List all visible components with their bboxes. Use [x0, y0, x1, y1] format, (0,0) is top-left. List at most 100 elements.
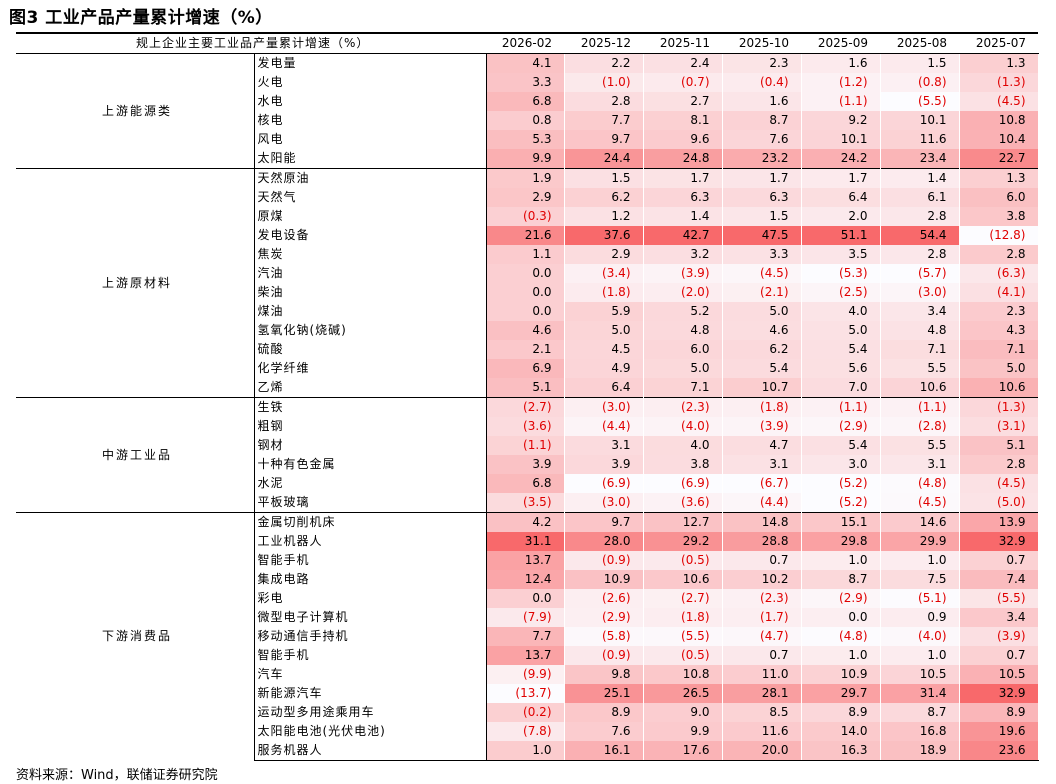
value-cell: 4.0	[801, 302, 881, 321]
value-cell: 18.9	[880, 741, 960, 761]
value-cell: 3.3	[722, 245, 802, 264]
value-cell: (1.0)	[564, 73, 644, 92]
table-row: 硫酸 2.1 4.5 6.0 6.2 5.4 7.1 7.1	[16, 340, 1039, 359]
value-cell: 3.1	[564, 436, 644, 455]
value-cell: 0.8	[486, 111, 565, 130]
value-cell: 54.4	[880, 226, 960, 245]
value-cell: 9.7	[564, 130, 644, 149]
value-cell: 29.7	[801, 684, 881, 703]
value-cell: 12.4	[486, 570, 565, 589]
value-cell: 23.6	[959, 741, 1039, 761]
value-cell: 10.8	[643, 665, 723, 684]
value-cell: 7.6	[564, 722, 644, 741]
value-cell: (5.2)	[801, 493, 881, 513]
item-name: 移动通信手持机	[254, 627, 487, 646]
value-cell: 28.1	[722, 684, 802, 703]
value-cell: (7.9)	[486, 608, 565, 627]
table-row: 新能源汽车 (13.7) 25.1 26.5 28.1 29.7 31.4 32.9	[16, 684, 1039, 703]
value-cell: 2.8	[564, 92, 644, 111]
value-cell: 29.2	[643, 532, 723, 551]
item-name: 氢氧化钠(烧碱)	[254, 321, 487, 340]
value-cell: 10.4	[959, 130, 1039, 149]
item-name: 集成电路	[254, 570, 487, 589]
table-body: 上游能源类 发电量 4.1 2.2 2.4 2.3 1.6 1.5 1.3 火电 3.3 (1.0)(…	[16, 53, 1039, 761]
item-name: 运动型多用途乘用车	[254, 703, 487, 722]
value-cell: 5.0	[959, 359, 1039, 378]
table-row: 服务机器人 1.0 16.1 17.6 20.0 16.3 18.9 23.6	[16, 741, 1039, 761]
col-header: 2025-08	[880, 33, 959, 54]
value-cell: (5.7)	[880, 264, 960, 283]
value-cell: 8.9	[801, 703, 881, 722]
table-row: 汽油 0.0 (3.4) (3.9) (4.5) (5.3) (5.7) (6.3)	[16, 264, 1039, 283]
value-cell: 8.7	[801, 570, 881, 589]
value-cell: 13.7	[486, 646, 565, 665]
value-cell: (2.6)	[564, 589, 644, 608]
table-row: 集成电路 12.4 10.9 10.6 10.2 8.7 7.5 7.4	[16, 570, 1039, 589]
value-cell: 32.9	[959, 684, 1039, 703]
value-cell: 11.6	[722, 722, 802, 741]
value-cell: 7.6	[722, 130, 802, 149]
table-row: 太阳能电池(光伏电池) (7.8) 7.6 9.9 11.6 14.0 16.8 19.6	[16, 722, 1039, 741]
value-cell: (3.5)	[486, 493, 565, 513]
table-row: 化学纤维 6.9 4.9 5.0 5.4 5.6 5.5 5.0	[16, 359, 1039, 378]
item-name: 钢材	[254, 436, 487, 455]
value-cell: 1.2	[564, 207, 644, 226]
value-cell: 10.2	[722, 570, 802, 589]
value-cell: (6.9)	[564, 474, 644, 493]
value-cell: (2.9)	[801, 589, 881, 608]
value-cell: 8.7	[722, 111, 802, 130]
value-cell: (2.1)	[722, 283, 802, 302]
value-cell: 23.2	[722, 149, 802, 169]
value-cell: 9.0	[643, 703, 723, 722]
value-cell: 1.9	[486, 168, 565, 188]
value-cell: 2.8	[959, 455, 1039, 474]
item-name: 水泥	[254, 474, 487, 493]
value-cell: (0.9)	[564, 646, 644, 665]
value-cell: 1.1	[486, 245, 565, 264]
category-label: 上游能源类	[16, 53, 255, 169]
value-cell: 13.7	[486, 551, 565, 570]
table-row: 乙烯 5.1 6.4 7.1 10.7 7.0 10.6 10.6	[16, 378, 1039, 398]
value-cell: (3.0)	[880, 283, 960, 302]
value-cell: 6.0	[643, 340, 723, 359]
figure-title: 图3 工业产品产量累计增速（%）	[9, 8, 273, 28]
value-cell: 16.3	[801, 741, 881, 761]
table-row: 发电设备 21.6 37.6 42.7 47.5 51.1 54.4 (12.8)	[16, 226, 1039, 245]
value-cell: 9.6	[643, 130, 723, 149]
value-cell: 3.2	[643, 245, 723, 264]
value-cell: (5.5)	[880, 92, 960, 111]
value-cell: 12.7	[643, 512, 723, 532]
table-row: 水泥 6.8 (6.9) (6.9) (6.7) (5.2) (4.8) (4.5)	[16, 474, 1039, 493]
table-row: 运动型多用途乘用车 (0.2) 8.9 9.0 8.5 8.9 8.7 8.9	[16, 703, 1039, 722]
value-cell: 11.6	[880, 130, 960, 149]
value-cell: 5.5	[880, 359, 960, 378]
table-row: 工业机器人 31.1 28.0 29.2 28.8 29.8 29.9 32.9	[16, 532, 1039, 551]
value-cell: 10.8	[959, 111, 1039, 130]
value-cell: 4.9	[564, 359, 644, 378]
value-cell: (5.5)	[643, 627, 723, 646]
value-cell: 10.6	[880, 378, 960, 398]
value-cell: (4.0)	[643, 417, 723, 436]
value-cell: (4.5)	[880, 493, 960, 513]
value-cell: (5.8)	[564, 627, 644, 646]
value-cell: 8.1	[643, 111, 723, 130]
col-header: 2026-02	[486, 33, 564, 54]
value-cell: 1.5	[564, 168, 644, 188]
value-cell: 28.8	[722, 532, 802, 551]
table-row: 火电 3.3 (1.0) (0.7) (0.4) (1.2) (0.8) (1.3)	[16, 73, 1039, 92]
value-cell: 2.8	[880, 245, 960, 264]
value-cell: 2.0	[801, 207, 881, 226]
value-cell: 20.0	[722, 741, 802, 761]
table-row: 十种有色金属 3.9 3.9 3.8 3.1 3.0 3.1 2.8	[16, 455, 1039, 474]
value-cell: 28.0	[564, 532, 644, 551]
value-cell: 6.3	[643, 188, 723, 207]
value-cell: 0.7	[722, 551, 802, 570]
category-label: 下游消费品	[16, 512, 255, 761]
value-cell: (0.2)	[486, 703, 565, 722]
value-cell: (1.2)	[801, 73, 881, 92]
value-cell: 10.9	[801, 665, 881, 684]
item-name: 硫酸	[254, 340, 487, 359]
item-name: 粗钢	[254, 417, 487, 436]
table-row: 太阳能 9.9 24.4 24.8 23.2 24.2 23.4 22.7	[16, 149, 1039, 169]
value-cell: (4.0)	[880, 627, 960, 646]
